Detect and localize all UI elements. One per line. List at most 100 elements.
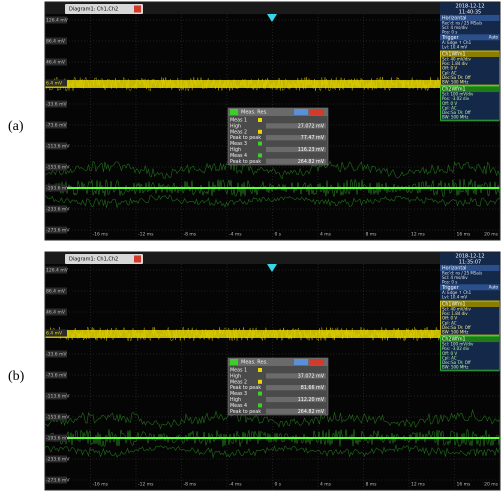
- y-label: -73.6 mV: [46, 373, 67, 379]
- tab-close: [134, 6, 141, 13]
- meas-title: Meas. Res.: [241, 360, 268, 366]
- meas-label: High: [230, 373, 241, 379]
- x-label: 16 ms: [457, 482, 472, 488]
- trigger-mode: Auto: [489, 284, 499, 289]
- meas-label: Meas 2: [230, 129, 247, 135]
- time: 11:35:07: [459, 260, 481, 266]
- y-label: -33.6 mV: [46, 102, 67, 108]
- meas-minimize[interactable]: [294, 109, 308, 115]
- panel-label: (b): [8, 369, 25, 384]
- x-label: 20 ms: [484, 482, 499, 488]
- y-label: 46.4 mV: [46, 60, 66, 66]
- meas-value: 37.072 mV: [298, 373, 325, 379]
- meas-label: Peak to peak: [230, 385, 261, 391]
- meas-color: [258, 368, 262, 372]
- x-label: -12 ms: [138, 482, 154, 488]
- y-label: 86.4 mV: [46, 39, 66, 45]
- y-label: -233.6 mV: [46, 457, 70, 463]
- trigger-mode: Auto: [489, 34, 499, 39]
- side-line: BW: 500 MHz: [442, 330, 468, 335]
- meas-label: Meas 1: [230, 118, 247, 124]
- x-label: -12 ms: [138, 232, 154, 238]
- tab-close: [134, 256, 141, 263]
- y-label: -33.6 mV: [46, 352, 67, 358]
- meas-label: Meas 3: [230, 141, 247, 147]
- y-label: 86.4 mV: [46, 289, 66, 295]
- x-label: 12 ms: [411, 482, 426, 488]
- meas-value: 264.82 mV: [298, 159, 325, 165]
- meas-color: [258, 380, 262, 384]
- figure: (a)126.4 mV86.4 mV46.4 mV6.4 mV-33.6 mV-…: [0, 0, 501, 494]
- x-label: 12 ms: [411, 232, 426, 238]
- x-label: -4 ms: [229, 232, 242, 238]
- meas-label: Meas 1: [230, 368, 247, 374]
- meas-color: [258, 153, 262, 157]
- y-label: 46.4 mV: [46, 310, 66, 316]
- y-label: -193.6 mV: [46, 436, 70, 442]
- meas-icon: [230, 359, 238, 365]
- measurement-results: Meas. Res.Meas 1High37.072 mVMeas 2Peak …: [228, 358, 328, 415]
- meas-close[interactable]: [310, 359, 324, 365]
- x-label: 4 ms: [320, 482, 332, 488]
- meas-value: 264.82 mV: [298, 409, 325, 415]
- panel-label: (a): [8, 119, 24, 134]
- meas-label: High: [230, 397, 241, 403]
- side-line: Lvl: 10.4 mV: [442, 44, 467, 49]
- side-panel: 2018-12-1211:35:07HorizontalRec'd: ns / …: [440, 252, 500, 372]
- meas-close[interactable]: [310, 109, 324, 115]
- x-label: 0 s: [275, 232, 282, 238]
- meas-label: Peak to peak: [230, 159, 261, 165]
- meas-label: High: [230, 123, 241, 129]
- y-label: 126.4 mV: [46, 18, 69, 24]
- y-label: 126.4 mV: [46, 268, 69, 274]
- meas-color: [258, 142, 262, 146]
- x-label: 0 s: [275, 482, 282, 488]
- y-label: -73.6 mV: [46, 123, 67, 129]
- y-label: -193.6 mV: [46, 186, 70, 192]
- diagram-title: Diagram1: Ch1,Ch2: [69, 257, 118, 263]
- side-line: BW: 500 MHz: [442, 115, 468, 120]
- meas-value: 27.072 mV: [298, 123, 325, 129]
- x-label: 4 ms: [320, 232, 332, 238]
- meas-color: [258, 392, 262, 396]
- x-label: 8 ms: [366, 482, 378, 488]
- meas-label: Peak to peak: [230, 135, 261, 141]
- diagram-title: Diagram1: Ch1,Ch2: [69, 7, 118, 13]
- ch1-trace: [45, 80, 500, 88]
- meas-minimize[interactable]: [294, 359, 308, 365]
- x-label: -16 ms: [93, 482, 109, 488]
- meas-color: [258, 118, 262, 122]
- meas-label: Meas 4: [230, 403, 247, 409]
- x-label: 20 ms: [484, 232, 499, 238]
- meas-title: Meas. Res.: [241, 110, 268, 116]
- x-label: -8 ms: [184, 482, 197, 488]
- meas-value: 116.23 mV: [298, 147, 325, 153]
- meas-color: [258, 130, 262, 134]
- y-label: -113.6 mV: [46, 394, 70, 400]
- y-label: -113.6 mV: [46, 144, 70, 150]
- meas-color: [258, 403, 262, 407]
- x-label: -16 ms: [93, 232, 109, 238]
- side-line: Lvl: 10.4 mV: [442, 294, 467, 299]
- x-label: 8 ms: [366, 232, 378, 238]
- meas-value: 77.47 mV: [301, 135, 325, 141]
- meas-icon: [230, 109, 238, 115]
- ch1-trace: [45, 330, 500, 338]
- x-label: -4 ms: [229, 482, 242, 488]
- x-label: 16 ms: [457, 232, 472, 238]
- y-label: -153.6 mV: [46, 415, 70, 421]
- side-line: Pos: 0 s: [442, 280, 457, 285]
- y-label: -273.6 mV: [46, 228, 70, 234]
- meas-label: Meas 4: [230, 153, 247, 159]
- y-label: -273.6 mV: [46, 478, 70, 484]
- y-label: -153.6 mV: [46, 165, 70, 171]
- meas-label: Meas 2: [230, 379, 247, 385]
- x-label: -8 ms: [184, 232, 197, 238]
- meas-label: Meas 3: [230, 391, 247, 397]
- side-line: BW: 500 MHz: [442, 365, 468, 370]
- time: 11:40:35: [459, 10, 481, 16]
